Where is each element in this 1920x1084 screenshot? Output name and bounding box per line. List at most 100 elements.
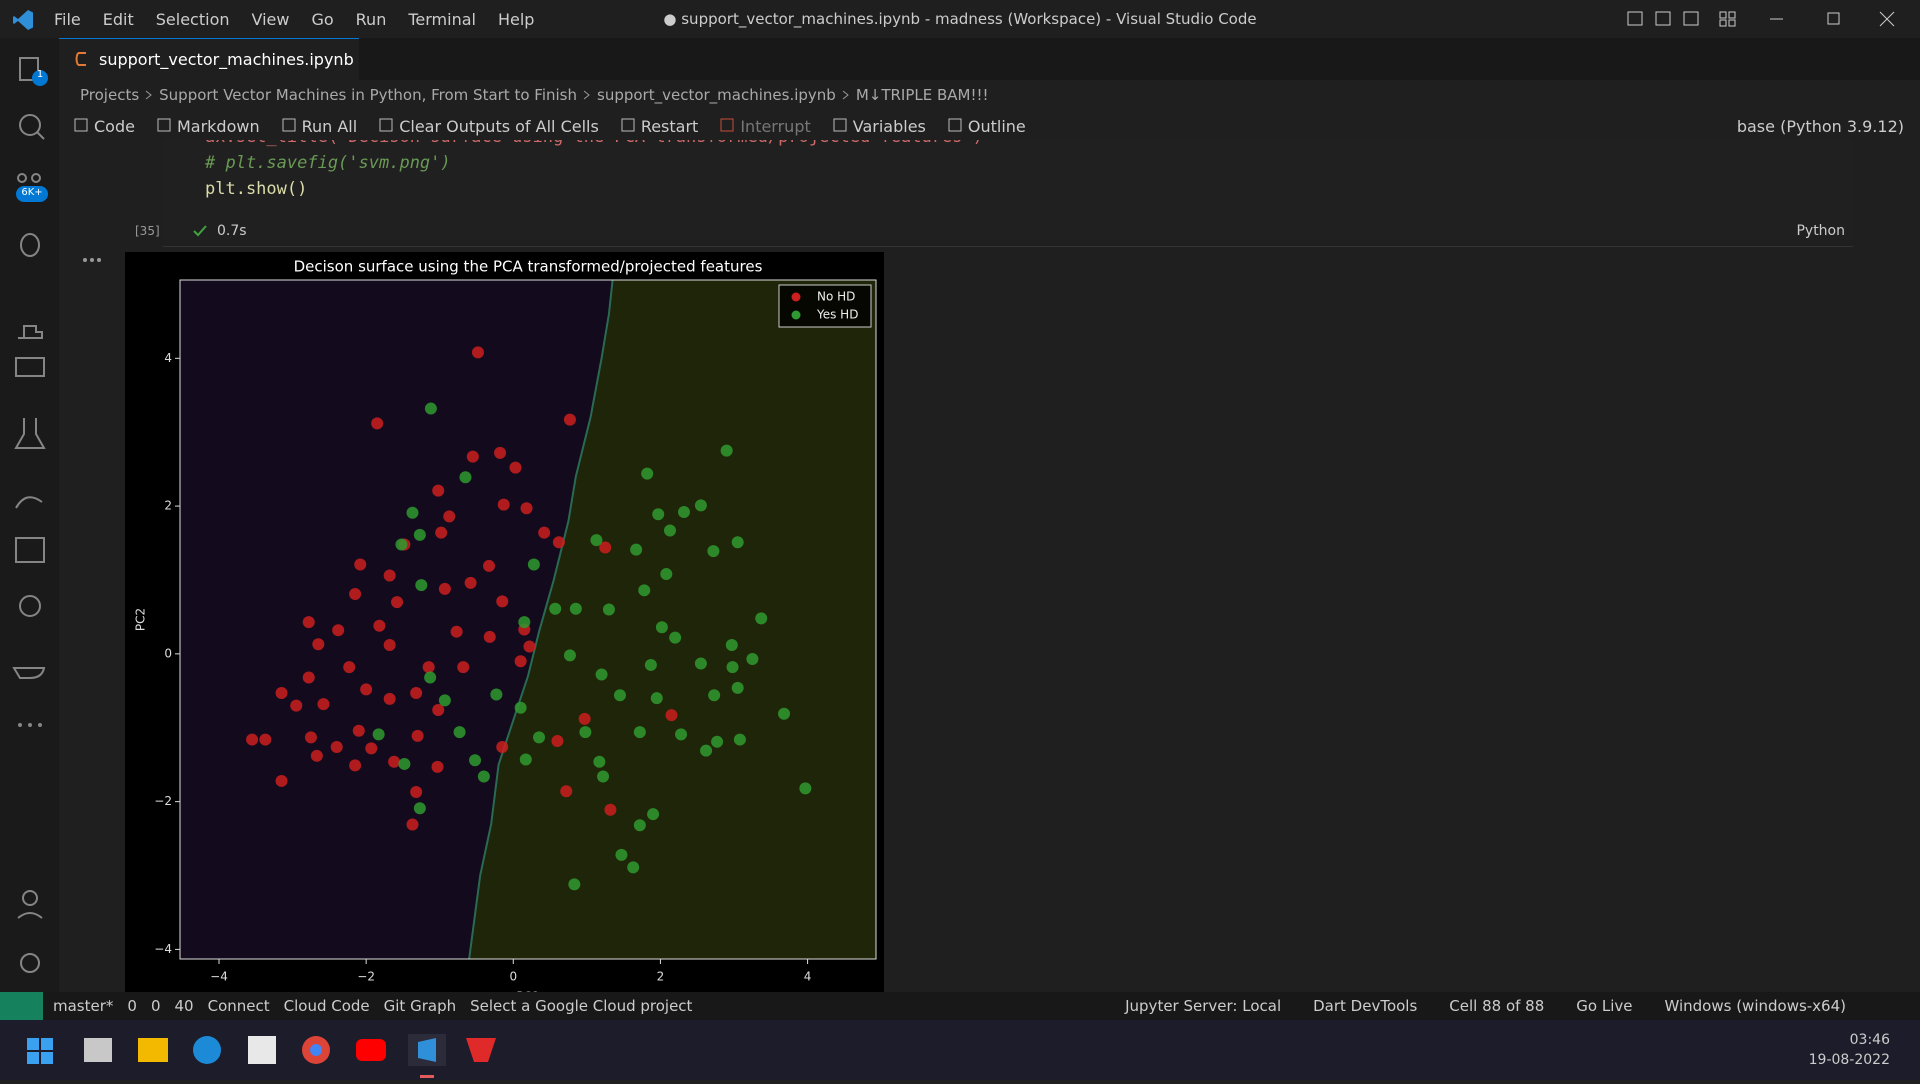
toolbar-button[interactable]: Interrupt: [720, 116, 811, 136]
scatter-point: [669, 631, 682, 644]
scatter-point: [694, 499, 707, 512]
breadcrumb-item[interactable]: Support Vector Machines in Python, From …: [159, 86, 577, 104]
breadcrumb: Projects Support Vector Machines in Pytho…: [80, 84, 989, 106]
status-item[interactable]: Cloud Code: [283, 997, 370, 1015]
scatter-point: [395, 538, 408, 551]
scatter-point: [332, 624, 345, 637]
scatter-point: [477, 770, 490, 783]
scatter-point: [413, 802, 426, 815]
toolbar-button[interactable]: Markdown: [157, 117, 260, 136]
breadcrumb-item[interactable]: Projects: [80, 86, 140, 104]
breadcrumb-separator: [842, 86, 850, 104]
scatter-point: [453, 726, 466, 739]
menu-item[interactable]: View: [251, 9, 290, 29]
scatter-point: [275, 774, 288, 787]
scatter-point: [371, 417, 384, 430]
scatter-point: [246, 733, 259, 746]
scatter-point: [413, 528, 426, 541]
scatter-point: [638, 584, 651, 597]
scatter-point: [604, 803, 617, 816]
code-line: ax.set_title('Decison surface using the …: [163, 140, 1853, 150]
code-line: # plt.savefig('svm.png'): [205, 153, 451, 173]
scatter-point: [450, 625, 463, 638]
toolbar-label: Interrupt: [740, 116, 811, 136]
toolbar-button[interactable]: Code: [74, 117, 135, 136]
status-item[interactable]: 0: [150, 997, 161, 1015]
status-item[interactable]: Cell 88 of 88: [1449, 997, 1545, 1015]
scatter-point: [694, 657, 707, 670]
scatter-point: [549, 602, 562, 615]
window-controls[interactable]: [1620, 8, 1910, 30]
toolbar-icon: [379, 117, 393, 136]
status-item[interactable]: 40: [174, 997, 194, 1015]
taskbar-apps[interactable]: [0, 1020, 620, 1080]
cell-language[interactable]: Python: [1796, 223, 1845, 239]
breadcrumb-separator: [145, 86, 153, 104]
scatter-point: [464, 576, 477, 589]
scatter-point: [494, 446, 507, 459]
taskbar: 03:46 19-08-2022: [0, 1020, 1920, 1080]
editor-tab[interactable]: support_vector_machines.ipynb: [59, 38, 359, 80]
status-item[interactable]: 0: [127, 997, 137, 1015]
legend-box: [778, 284, 872, 328]
scatter-point: [349, 759, 362, 772]
toolbar-icon: [74, 117, 88, 136]
scatter-point: [275, 687, 288, 700]
status-item[interactable]: Jupyter Server: Local: [1125, 997, 1282, 1015]
date: 19-08-2022: [1808, 1052, 1890, 1068]
toolbar-button[interactable]: Restart: [621, 117, 698, 136]
scatter-point: [304, 731, 317, 744]
menu-item[interactable]: Help: [497, 9, 535, 29]
menu-item[interactable]: File: [54, 9, 81, 29]
scatter-point: [317, 698, 330, 711]
scatter-point: [410, 786, 423, 799]
scatter-point: [483, 630, 496, 643]
activity-icons[interactable]: [0, 38, 59, 992]
execution-count: [35]: [135, 224, 160, 238]
scatter-point: [391, 596, 404, 609]
toolbar-icon: [948, 117, 962, 136]
status-item[interactable]: Connect: [207, 997, 270, 1015]
x-tick-label: −4: [210, 970, 228, 984]
kernel-picker[interactable]: base (Python 3.9.12): [1736, 116, 1904, 136]
title-bar: File Edit Selection View Go Run Terminal Help ●…: [0, 0, 1920, 38]
scatter-point: [406, 818, 419, 831]
status-item[interactable]: Dart DevTools: [1313, 997, 1418, 1015]
status-item[interactable]: Windows (windows-x64): [1664, 997, 1846, 1015]
menu-item[interactable]: Selection: [155, 9, 230, 29]
scatter-point: [799, 782, 812, 795]
cell-more[interactable]: [82, 248, 102, 267]
toolbar-button[interactable]: Run All: [282, 117, 357, 136]
scatter-point: [310, 749, 323, 762]
y-tick-label: −2: [154, 794, 172, 808]
menu-item[interactable]: Terminal: [408, 9, 476, 29]
status-item[interactable]: master*: [53, 997, 114, 1015]
scatter-point: [523, 640, 536, 653]
breadcrumb-separator: [583, 86, 591, 104]
toolbar-icon: [621, 117, 635, 136]
scatter-point: [599, 541, 612, 554]
scatter-point: [471, 346, 484, 359]
toolbar-button[interactable]: Outline: [948, 117, 1026, 136]
cell-status: [35] 0.7s Python: [135, 216, 1853, 247]
menu-item[interactable]: Run: [355, 9, 387, 29]
scatter-point: [675, 728, 688, 741]
status-item[interactable]: Go Live: [1576, 997, 1633, 1015]
scatter-point: [459, 471, 472, 484]
clock[interactable]: 03:46 19-08-2022: [1809, 1030, 1890, 1070]
status-item[interactable]: Select a Google Cloud project: [470, 997, 693, 1015]
scatter-point: [466, 450, 479, 463]
breadcrumb-item[interactable]: support_vector_machines.ipynb: [597, 86, 836, 104]
scatter-point: [677, 505, 690, 518]
toolbar-button[interactable]: Variables: [833, 117, 926, 136]
toolbar-button[interactable]: Clear Outputs of All Cells: [379, 117, 599, 136]
toolbar-icon: [720, 117, 734, 136]
scatter-point: [343, 661, 356, 674]
y-tick-label: −4: [154, 942, 172, 956]
menu-item[interactable]: Go: [311, 9, 334, 29]
scatter-point: [563, 413, 576, 426]
status-item[interactable]: Git Graph: [383, 997, 457, 1015]
breadcrumb-item[interactable]: M↓TRIPLE BAM!!!: [855, 86, 989, 104]
remote-button[interactable]: [0, 992, 43, 1020]
menu-item[interactable]: Edit: [102, 9, 134, 29]
